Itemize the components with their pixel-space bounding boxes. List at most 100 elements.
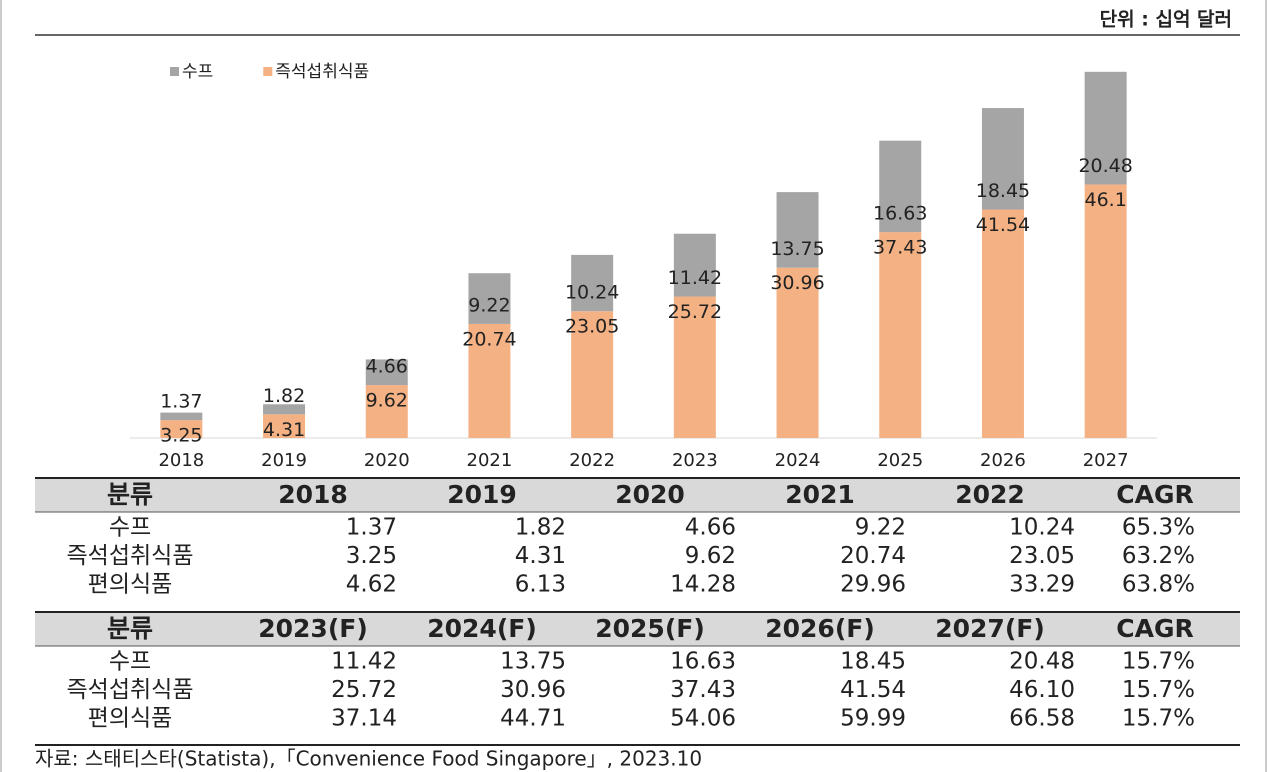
- bar-segment: [263, 414, 306, 438]
- table-header-cell: 2020: [615, 480, 685, 509]
- table-cell: 41.54: [840, 677, 906, 703]
- table-cell: 즉석섭취식품: [67, 543, 194, 569]
- bar-segment: [981, 108, 1024, 210]
- legend-swatch: [263, 67, 273, 76]
- bar-segment: [263, 404, 306, 415]
- data-label: 9.62: [366, 390, 408, 412]
- bar-segment: [1084, 71, 1127, 185]
- bar-segment: [571, 254, 614, 312]
- data-label: 20.48: [1078, 155, 1132, 177]
- legend-swatch: [170, 67, 179, 76]
- x-tick-label: 2018: [158, 450, 204, 471]
- bar-segment: [673, 296, 716, 438]
- bar-segment: [1084, 184, 1127, 438]
- data-label: 10.24: [565, 282, 619, 304]
- data-label: 1.37: [160, 391, 202, 413]
- data-label: 37.43: [873, 237, 927, 259]
- table-cell: 63.8%: [1122, 572, 1195, 598]
- bar-segment: [468, 323, 511, 438]
- table-header-cell: 2026(F): [765, 614, 875, 643]
- table-cell: 46.10: [1009, 677, 1075, 703]
- x-tick-label: 2020: [364, 450, 410, 471]
- table-cell: 편의식품: [88, 706, 173, 732]
- x-tick-label: 2022: [569, 450, 615, 471]
- bar-segment: [879, 232, 922, 438]
- table-cell: 11.42: [331, 649, 397, 675]
- data-label: 20.74: [462, 328, 516, 350]
- table-cell: 1.82: [515, 515, 566, 541]
- table-header-cell: 2025(F): [595, 614, 705, 643]
- x-tick-label: 2026: [980, 450, 1026, 471]
- legend-label: 수프: [182, 62, 213, 82]
- table-cell: 15.7%: [1122, 706, 1195, 732]
- bar-segment: [365, 385, 408, 438]
- table-header-cell: 2022: [955, 480, 1025, 509]
- x-tick-label: 2019: [261, 450, 307, 471]
- data-label: 11.42: [668, 267, 722, 289]
- table-header-cell: 분류: [107, 480, 153, 509]
- bar-segment: [571, 311, 614, 438]
- table-cell: 44.71: [500, 706, 566, 732]
- table-cell: 23.05: [1009, 543, 1075, 569]
- x-tick-label: 2027: [1083, 450, 1129, 471]
- data-label: 9.22: [468, 294, 510, 316]
- table-header-cell: 분류: [107, 614, 153, 643]
- x-tick-label: 2024: [775, 450, 821, 471]
- table-cell: 15.7%: [1122, 649, 1195, 675]
- data-label: 18.45: [976, 180, 1030, 202]
- table-header-cell: 2021: [785, 480, 855, 509]
- table-cell: 30.96: [500, 677, 566, 703]
- data-label: 46.1: [1084, 189, 1126, 211]
- table-cell: 66.58: [1009, 706, 1075, 732]
- data-label: 41.54: [976, 214, 1030, 236]
- unit-label: 단위 : 십억 달러: [1100, 9, 1232, 31]
- table-header-cell: 2024(F): [427, 614, 537, 643]
- table-cell: 3.25: [346, 543, 397, 569]
- table-header-cell: 2023(F): [258, 614, 368, 643]
- bar-segment: [365, 359, 408, 386]
- table-cell: 9.22: [855, 515, 906, 541]
- table-header-cell: CAGR: [1116, 614, 1193, 643]
- bar-segment: [776, 192, 819, 268]
- table-cell: 54.06: [670, 706, 736, 732]
- bar-segment: [673, 233, 716, 297]
- table-cell: 25.72: [331, 677, 397, 703]
- table-header-bg: [35, 612, 1240, 646]
- table-cell: 9.62: [685, 543, 736, 569]
- table-cell: 16.63: [670, 649, 736, 675]
- data-label: 1.82: [263, 385, 305, 407]
- table-cell: 65.3%: [1122, 515, 1195, 541]
- table-cell: 13.75: [500, 649, 566, 675]
- table-cell: 4.31: [515, 543, 566, 569]
- table-header-cell: CAGR: [1116, 480, 1193, 509]
- bar-segment: [468, 273, 511, 324]
- table-cell: 수프: [109, 515, 151, 541]
- legend-label: 즉석섭취식품: [275, 62, 369, 82]
- table-cell: 6.13: [515, 572, 566, 598]
- data-label: 25.72: [668, 301, 722, 323]
- table-header-bg: [35, 478, 1240, 512]
- bar-segment: [981, 209, 1024, 438]
- source: 자료: 스태티스타(Statista),「Convenience Food Si…: [35, 747, 702, 771]
- table-cell: 14.28: [670, 572, 736, 598]
- x-tick-label: 2023: [672, 450, 718, 471]
- bar-segment: [160, 420, 203, 438]
- table-header-cell: 2018: [278, 480, 348, 509]
- table-cell: 즉석섭취식품: [67, 677, 194, 703]
- table-cell: 29.96: [840, 572, 906, 598]
- data-label: 23.05: [565, 316, 619, 338]
- table-cell: 37.14: [331, 706, 397, 732]
- table-header-cell: 2019: [447, 480, 517, 509]
- data-label: 3.25: [160, 425, 202, 447]
- table-cell: 18.45: [840, 649, 906, 675]
- bar-segment: [160, 412, 203, 421]
- table-cell: 15.7%: [1122, 677, 1195, 703]
- table-header-cell: 2027(F): [935, 614, 1045, 643]
- x-tick-label: 2021: [467, 450, 513, 471]
- table-cell: 편의식품: [88, 572, 173, 598]
- table-cell: 33.29: [1009, 572, 1075, 598]
- bar-segment: [776, 267, 819, 438]
- table-cell: 4.62: [346, 572, 397, 598]
